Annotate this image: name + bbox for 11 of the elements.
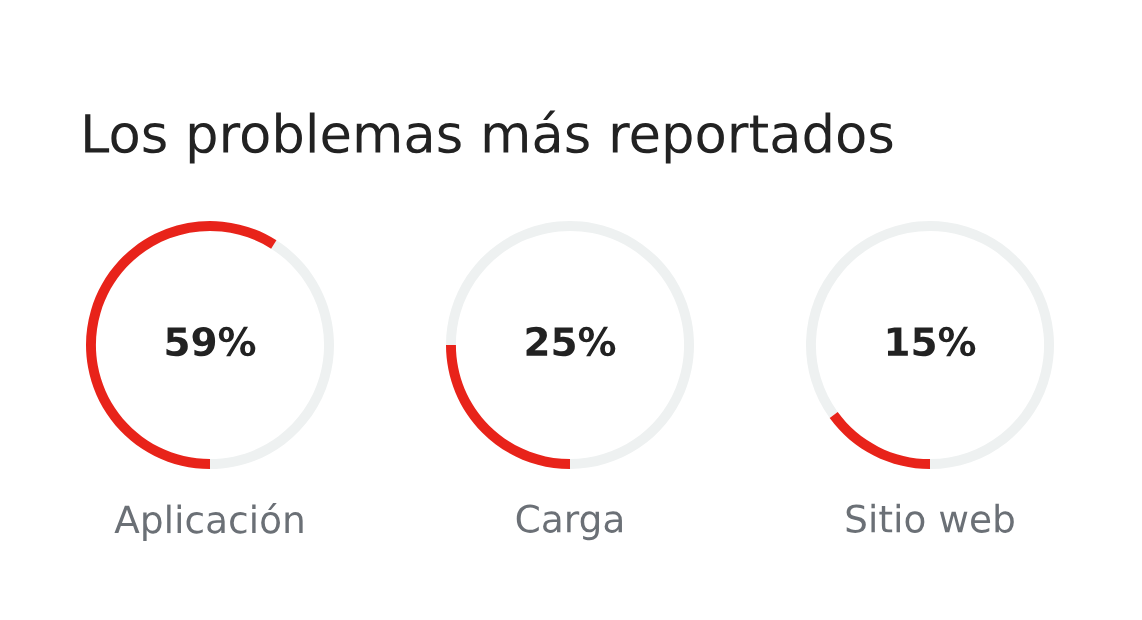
text: 25%: [526, 326, 616, 357]
donut-slice: [86, 221, 277, 469]
donut-slice: [446, 221, 694, 469]
donut-slice: [829, 412, 930, 469]
slice-label: Carga: [516, 504, 622, 541]
text: Los problemas más reportados: [85, 110, 893, 164]
text: 59%: [166, 326, 256, 357]
slice-label: Aplicación: [114, 503, 303, 541]
slice-label: Sitio web: [846, 503, 1014, 533]
donut-slice: [806, 221, 1054, 469]
text: 15%: [887, 326, 976, 357]
